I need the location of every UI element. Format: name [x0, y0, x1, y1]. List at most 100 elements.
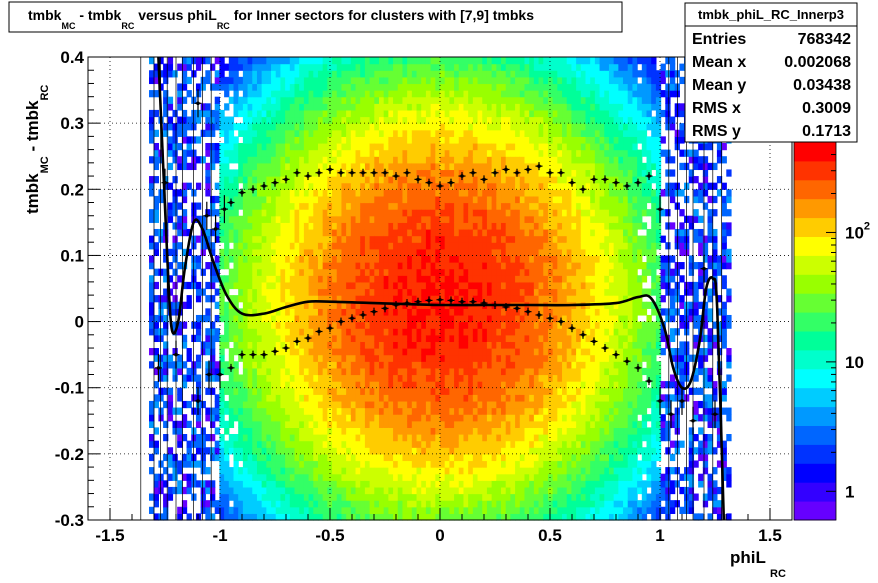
- heatmap-cell: [294, 513, 300, 521]
- heatmap-cell: [482, 123, 488, 131]
- heatmap-cell: [374, 321, 380, 329]
- heatmap-cell: [482, 314, 488, 323]
- heatmap-cell: [252, 268, 258, 276]
- heatmap-cell: [247, 328, 253, 336]
- heatmap-cell: [242, 103, 249, 111]
- heatmap-cell: [463, 268, 469, 276]
- heatmap-cell: [355, 308, 361, 316]
- heatmap-cell: [177, 142, 183, 151]
- heatmap-cell: [505, 136, 511, 144]
- heatmap-cell: [364, 268, 371, 276]
- heatmap-cell: [167, 248, 174, 257]
- heatmap-cell: [468, 367, 474, 376]
- heatmap-cell: [430, 103, 436, 111]
- heatmap-cell: [172, 374, 178, 382]
- heatmap-cell: [350, 209, 357, 217]
- heatmap-cell: [195, 374, 202, 382]
- heatmap-cell: [336, 129, 343, 137]
- heatmap-cell: [383, 281, 389, 290]
- heatmap-cell: [397, 394, 404, 402]
- heatmap-cell: [163, 493, 169, 501]
- heatmap-cell: [411, 354, 418, 362]
- heatmap-cell: [393, 460, 399, 468]
- heatmap-cell: [425, 420, 432, 428]
- heatmap-cell: [463, 440, 469, 448]
- heatmap-cell: [463, 394, 469, 402]
- heatmap-cell: [167, 394, 174, 402]
- heatmap-cell: [266, 314, 272, 323]
- heatmap-cell: [378, 427, 385, 435]
- heatmap-cell: [294, 176, 300, 184]
- heatmap-cell: [449, 149, 455, 157]
- heatmap-cell: [186, 248, 192, 257]
- heatmap-cell: [308, 189, 314, 197]
- heatmap-cell: [435, 222, 441, 230]
- heatmap-cell: [238, 314, 244, 323]
- heatmap-cell: [233, 334, 239, 343]
- heatmap-cell: [425, 506, 432, 514]
- heatmap-cell: [167, 202, 174, 210]
- heatmap-cell: [303, 129, 310, 137]
- heatmap-cell: [346, 76, 352, 85]
- heatmap-cell: [364, 169, 371, 177]
- heatmap-cell: [388, 460, 394, 468]
- heatmap-cell: [224, 314, 230, 323]
- heatmap-cell: [501, 129, 507, 137]
- heatmap-cell: [322, 480, 328, 488]
- heatmap-cell: [435, 506, 441, 514]
- heatmap-cell: [411, 222, 418, 230]
- heatmap-cell: [242, 367, 249, 376]
- heatmap-cell: [454, 400, 460, 409]
- heatmap-cell: [280, 341, 286, 349]
- heatmap-cell: [411, 149, 418, 157]
- heatmap-cell: [205, 262, 211, 270]
- heatmap-cell: [482, 63, 488, 71]
- heatmap-cell: [341, 354, 347, 362]
- heatmap-cell: [247, 453, 253, 462]
- heatmap-cell: [477, 109, 483, 118]
- heatmap-cell: [205, 123, 211, 131]
- heatmap-cell: [435, 295, 441, 303]
- heatmap-cell: [261, 109, 267, 118]
- heatmap-cell: [360, 460, 366, 468]
- heatmap-cell: [350, 288, 357, 296]
- heatmap-cell: [275, 76, 282, 85]
- heatmap-cell: [440, 288, 446, 296]
- heatmap-cell: [510, 189, 516, 197]
- heatmap-cell: [388, 123, 394, 131]
- heatmap-cell: [355, 90, 361, 98]
- heatmap-cell: [486, 228, 493, 237]
- heatmap-cell: [299, 301, 305, 309]
- heatmap-cell: [407, 202, 413, 210]
- heatmap-cell: [364, 400, 371, 409]
- heatmap-cell: [313, 195, 319, 204]
- heatmap-cell: [252, 228, 258, 237]
- heatmap-cell: [468, 162, 474, 171]
- heatmap-cell: [430, 427, 436, 435]
- heatmap-cell: [224, 381, 230, 389]
- heatmap-cell: [285, 420, 291, 428]
- heatmap-cell: [435, 255, 441, 263]
- heatmap-cell: [407, 90, 413, 98]
- heatmap-cell: [233, 182, 239, 190]
- heatmap-cell: [336, 434, 343, 442]
- heatmap-cell: [425, 314, 432, 323]
- heatmap-cell: [252, 215, 258, 223]
- heatmap-cell: [496, 334, 502, 343]
- heatmap-cell: [172, 453, 178, 462]
- heatmap-cell: [449, 228, 455, 237]
- heatmap-cell: [407, 407, 413, 415]
- heatmap-cell: [407, 195, 413, 204]
- heatmap-cell: [472, 440, 479, 448]
- heatmap-cell: [496, 90, 502, 98]
- heatmap-cell: [214, 414, 221, 422]
- heatmap-cell: [393, 156, 399, 164]
- heatmap-cell: [224, 63, 230, 71]
- heatmap-cell: [200, 248, 206, 257]
- heatmap-cell: [247, 500, 253, 508]
- heatmap-cell: [515, 255, 521, 263]
- heatmap-cell: [383, 83, 389, 91]
- heatmap-cell: [327, 195, 333, 204]
- heatmap-cell: [360, 116, 366, 124]
- heatmap-cell: [444, 176, 450, 184]
